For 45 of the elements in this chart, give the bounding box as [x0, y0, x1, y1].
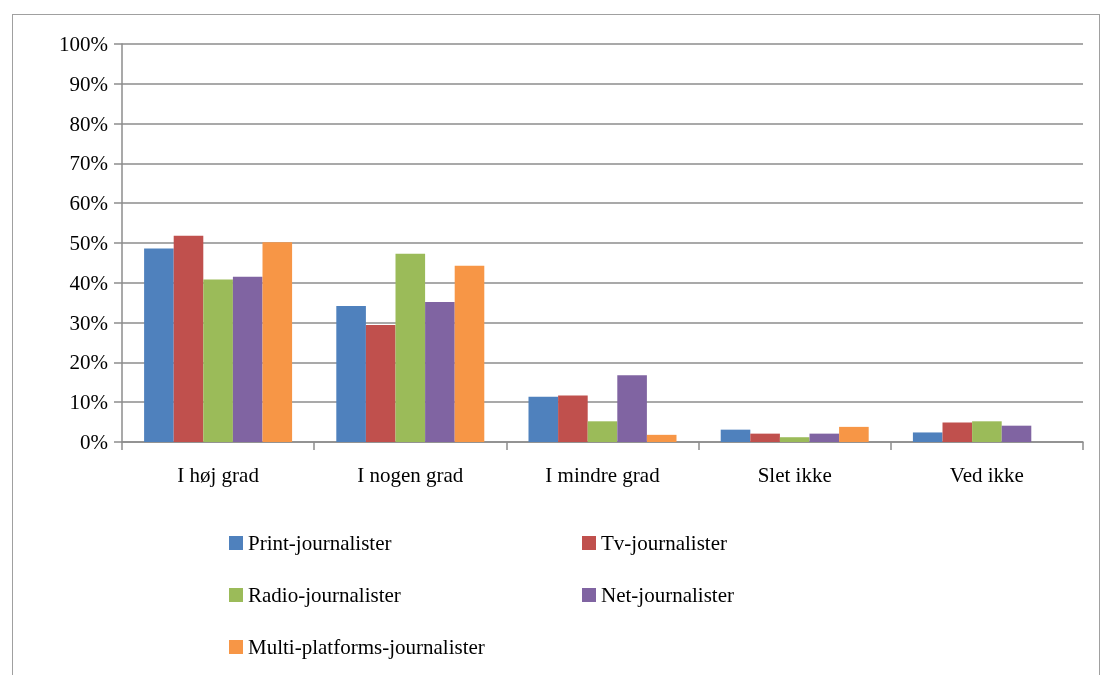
- y-tick-label: 50%: [69, 231, 108, 255]
- bar: [720, 429, 751, 442]
- y-tick-label: 40%: [69, 270, 108, 295]
- legend-label: Radio-journalister: [248, 583, 401, 607]
- bar: [144, 248, 174, 442]
- x-tick-label: I mindre grad: [545, 462, 661, 487]
- legend-label: Multi-platforms-journalister: [248, 635, 485, 659]
- bar: [232, 276, 263, 442]
- bar: [203, 279, 233, 442]
- bar: [395, 253, 426, 442]
- bar: [425, 301, 455, 442]
- y-tick-label: 30%: [69, 310, 108, 335]
- bar: [336, 305, 366, 442]
- y-tick-label: 10%: [69, 390, 108, 415]
- y-tick-label: 100%: [59, 32, 108, 56]
- x-tick-label: I høj grad: [177, 462, 260, 487]
- legend-label: Print-journalister: [248, 531, 392, 555]
- bar: [972, 421, 1002, 442]
- y-tick-label: 80%: [69, 111, 108, 136]
- bar: [558, 395, 588, 442]
- legend-label: Tv-journalister: [601, 531, 727, 555]
- bar: [912, 432, 943, 442]
- x-tick-label: Ved ikke: [949, 462, 1024, 487]
- bar: [617, 375, 647, 442]
- bar: [173, 235, 204, 442]
- bar: [942, 422, 973, 442]
- bar: [809, 433, 840, 442]
- bar: [262, 242, 293, 442]
- bar: [365, 324, 396, 442]
- y-tick-label: 60%: [69, 191, 108, 216]
- bar: [750, 433, 780, 442]
- y-tick-label: 0%: [80, 430, 108, 454]
- x-tick-label: Slet ikke: [757, 462, 832, 487]
- bar: [839, 426, 869, 442]
- bar: [528, 396, 559, 442]
- y-tick-label: 70%: [69, 151, 108, 176]
- bar: [1001, 425, 1032, 442]
- y-tick-label: 20%: [69, 350, 108, 375]
- legend-label: Net-journalister: [601, 583, 734, 607]
- bar: [779, 437, 810, 442]
- bar: [646, 434, 677, 442]
- y-tick-label: 90%: [69, 71, 108, 96]
- x-tick-label: I nogen grad: [357, 462, 464, 487]
- bar: [454, 265, 485, 442]
- bar: [587, 421, 618, 442]
